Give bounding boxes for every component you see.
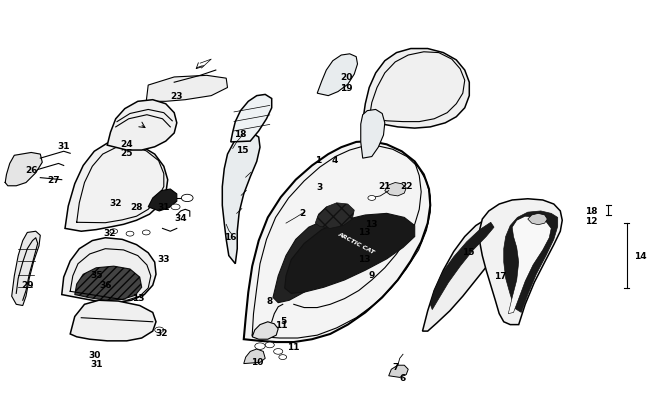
Text: 31: 31 bbox=[157, 203, 170, 212]
Text: 1: 1 bbox=[315, 156, 322, 164]
Polygon shape bbox=[430, 223, 494, 310]
Circle shape bbox=[265, 342, 274, 348]
Text: 18: 18 bbox=[585, 207, 598, 216]
Polygon shape bbox=[148, 190, 177, 211]
Text: 14: 14 bbox=[634, 252, 647, 260]
Polygon shape bbox=[222, 134, 260, 264]
Text: 24: 24 bbox=[120, 139, 133, 148]
Circle shape bbox=[181, 195, 193, 202]
Polygon shape bbox=[75, 266, 142, 301]
Text: 4: 4 bbox=[332, 156, 338, 164]
Circle shape bbox=[110, 229, 118, 234]
Polygon shape bbox=[480, 199, 562, 325]
Text: 33: 33 bbox=[157, 254, 170, 263]
Polygon shape bbox=[12, 232, 40, 306]
Polygon shape bbox=[65, 142, 168, 232]
Circle shape bbox=[171, 205, 180, 210]
Text: 5: 5 bbox=[280, 316, 287, 325]
Text: 32: 32 bbox=[103, 228, 116, 237]
Circle shape bbox=[368, 196, 376, 201]
Polygon shape bbox=[231, 95, 272, 143]
Text: 13: 13 bbox=[131, 293, 144, 302]
Polygon shape bbox=[62, 238, 156, 303]
Polygon shape bbox=[244, 142, 430, 342]
Text: 25: 25 bbox=[120, 149, 133, 158]
Polygon shape bbox=[315, 203, 354, 229]
Circle shape bbox=[279, 355, 287, 360]
Text: 20: 20 bbox=[340, 73, 353, 82]
Text: 26: 26 bbox=[25, 166, 38, 175]
Text: 15: 15 bbox=[236, 145, 249, 154]
Circle shape bbox=[155, 327, 164, 333]
Text: 23: 23 bbox=[170, 92, 183, 101]
Text: 12: 12 bbox=[585, 216, 598, 225]
Text: 8: 8 bbox=[266, 296, 273, 305]
Text: 7: 7 bbox=[392, 362, 398, 371]
Text: 15: 15 bbox=[462, 247, 474, 256]
Text: 13: 13 bbox=[358, 227, 370, 236]
Text: 3: 3 bbox=[317, 183, 323, 192]
Text: 22: 22 bbox=[400, 182, 413, 191]
Text: 21: 21 bbox=[378, 182, 391, 191]
Polygon shape bbox=[252, 322, 278, 339]
Circle shape bbox=[126, 232, 134, 237]
Polygon shape bbox=[504, 211, 558, 313]
Text: 29: 29 bbox=[21, 280, 34, 289]
Polygon shape bbox=[385, 183, 406, 196]
Polygon shape bbox=[273, 222, 343, 303]
Text: 34: 34 bbox=[174, 213, 187, 222]
Polygon shape bbox=[107, 100, 177, 151]
Text: 18: 18 bbox=[233, 130, 246, 139]
Text: 13: 13 bbox=[365, 220, 378, 228]
Polygon shape bbox=[389, 365, 408, 377]
Polygon shape bbox=[244, 349, 265, 364]
Text: 9: 9 bbox=[369, 270, 375, 279]
Polygon shape bbox=[508, 217, 551, 314]
Text: 31: 31 bbox=[57, 142, 70, 151]
Circle shape bbox=[274, 349, 283, 354]
Text: 17: 17 bbox=[494, 272, 507, 281]
Text: 32: 32 bbox=[155, 328, 168, 337]
Text: 30: 30 bbox=[88, 350, 101, 359]
Text: 10: 10 bbox=[250, 357, 263, 366]
Text: 19: 19 bbox=[340, 84, 353, 93]
Polygon shape bbox=[146, 76, 228, 102]
Polygon shape bbox=[317, 55, 358, 96]
Text: 13: 13 bbox=[358, 255, 370, 264]
Circle shape bbox=[142, 230, 150, 235]
Polygon shape bbox=[361, 110, 385, 159]
Text: ARCTIC CAT: ARCTIC CAT bbox=[337, 230, 376, 254]
Polygon shape bbox=[285, 214, 415, 294]
Text: 2: 2 bbox=[299, 208, 305, 217]
Text: 28: 28 bbox=[130, 203, 143, 212]
Text: 35: 35 bbox=[90, 270, 103, 279]
Text: 11: 11 bbox=[274, 320, 287, 329]
Polygon shape bbox=[528, 214, 547, 225]
Polygon shape bbox=[363, 49, 469, 129]
Text: 31: 31 bbox=[90, 359, 103, 368]
Text: 6: 6 bbox=[400, 373, 406, 382]
Text: 32: 32 bbox=[109, 199, 122, 208]
Polygon shape bbox=[5, 153, 42, 186]
Text: 11: 11 bbox=[287, 342, 300, 351]
Polygon shape bbox=[70, 301, 156, 341]
Circle shape bbox=[255, 343, 265, 350]
Text: 36: 36 bbox=[99, 280, 112, 289]
Polygon shape bbox=[422, 218, 507, 331]
Text: 27: 27 bbox=[47, 176, 60, 185]
Text: 16: 16 bbox=[224, 232, 237, 241]
